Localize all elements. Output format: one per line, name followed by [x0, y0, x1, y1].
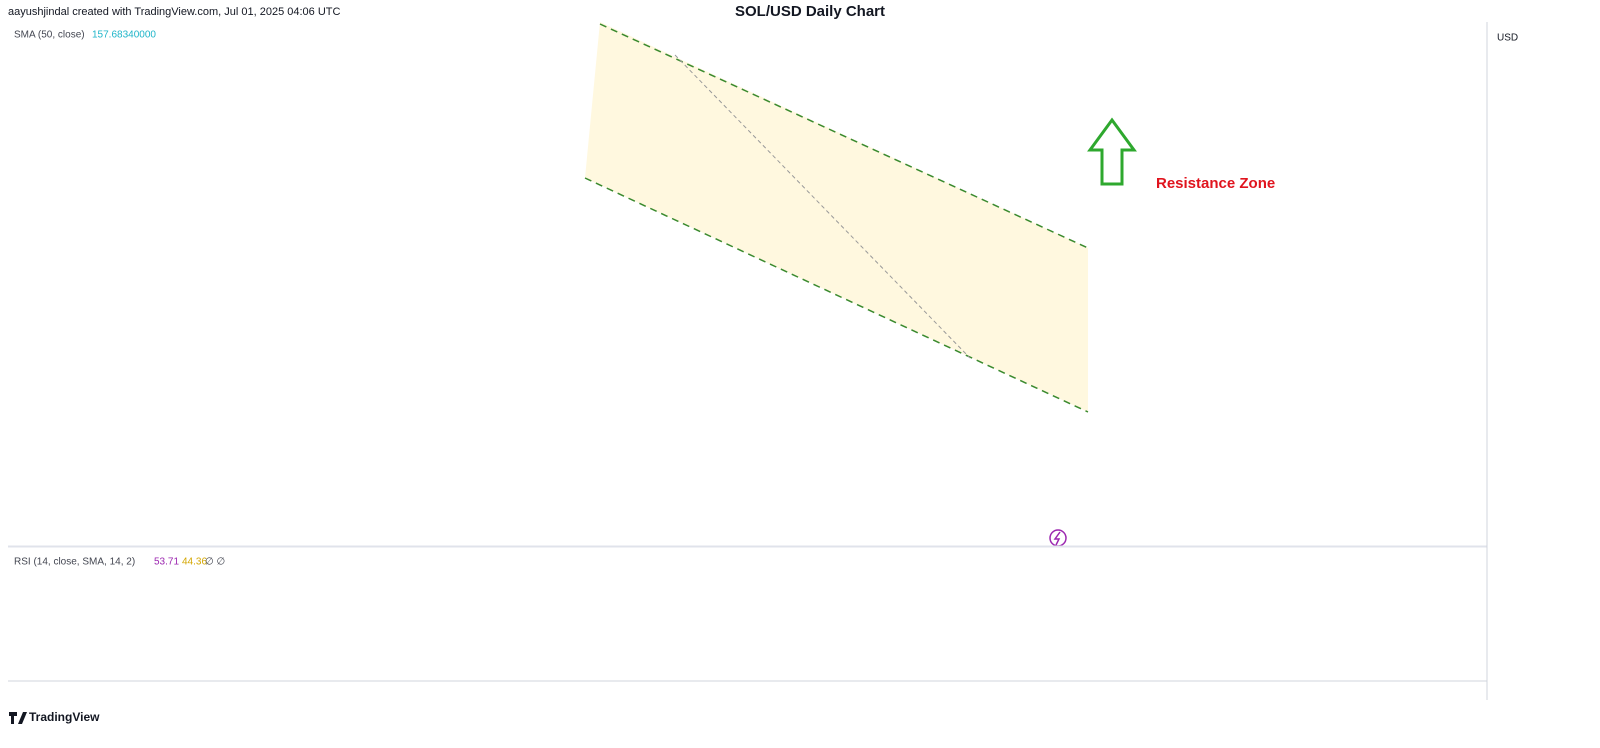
arrow-up: [1087, 117, 1137, 186]
rsi-legend: RSI (14, close, SMA, 14, 2): [14, 557, 135, 568]
rsi-legend-extra: ∅ ∅: [205, 557, 225, 568]
footer-brand: TradingView: [29, 710, 100, 724]
footer-logo: [9, 712, 27, 724]
annotation: Resistance Zone: [1156, 175, 1275, 192]
fib-trend-line: [674, 54, 971, 359]
sma-legend: SMA (50, close): [14, 30, 85, 41]
channel-fill: [585, 22, 1088, 412]
alert-icon: [1049, 529, 1067, 547]
chart-title: SOL/USD Daily Chart: [735, 3, 885, 20]
currency: USD: [1497, 33, 1518, 44]
alert-icon-bolt: [1053, 531, 1061, 546]
rsi-legend-value: 53.71: [154, 557, 179, 568]
rsi-sma-legend-value: 44.36: [182, 557, 207, 568]
credit: aayushjindal created with TradingView.co…: [8, 6, 340, 18]
sma-legend-value: 157.68340000: [92, 30, 156, 41]
channel-lower: [584, 177, 1089, 413]
